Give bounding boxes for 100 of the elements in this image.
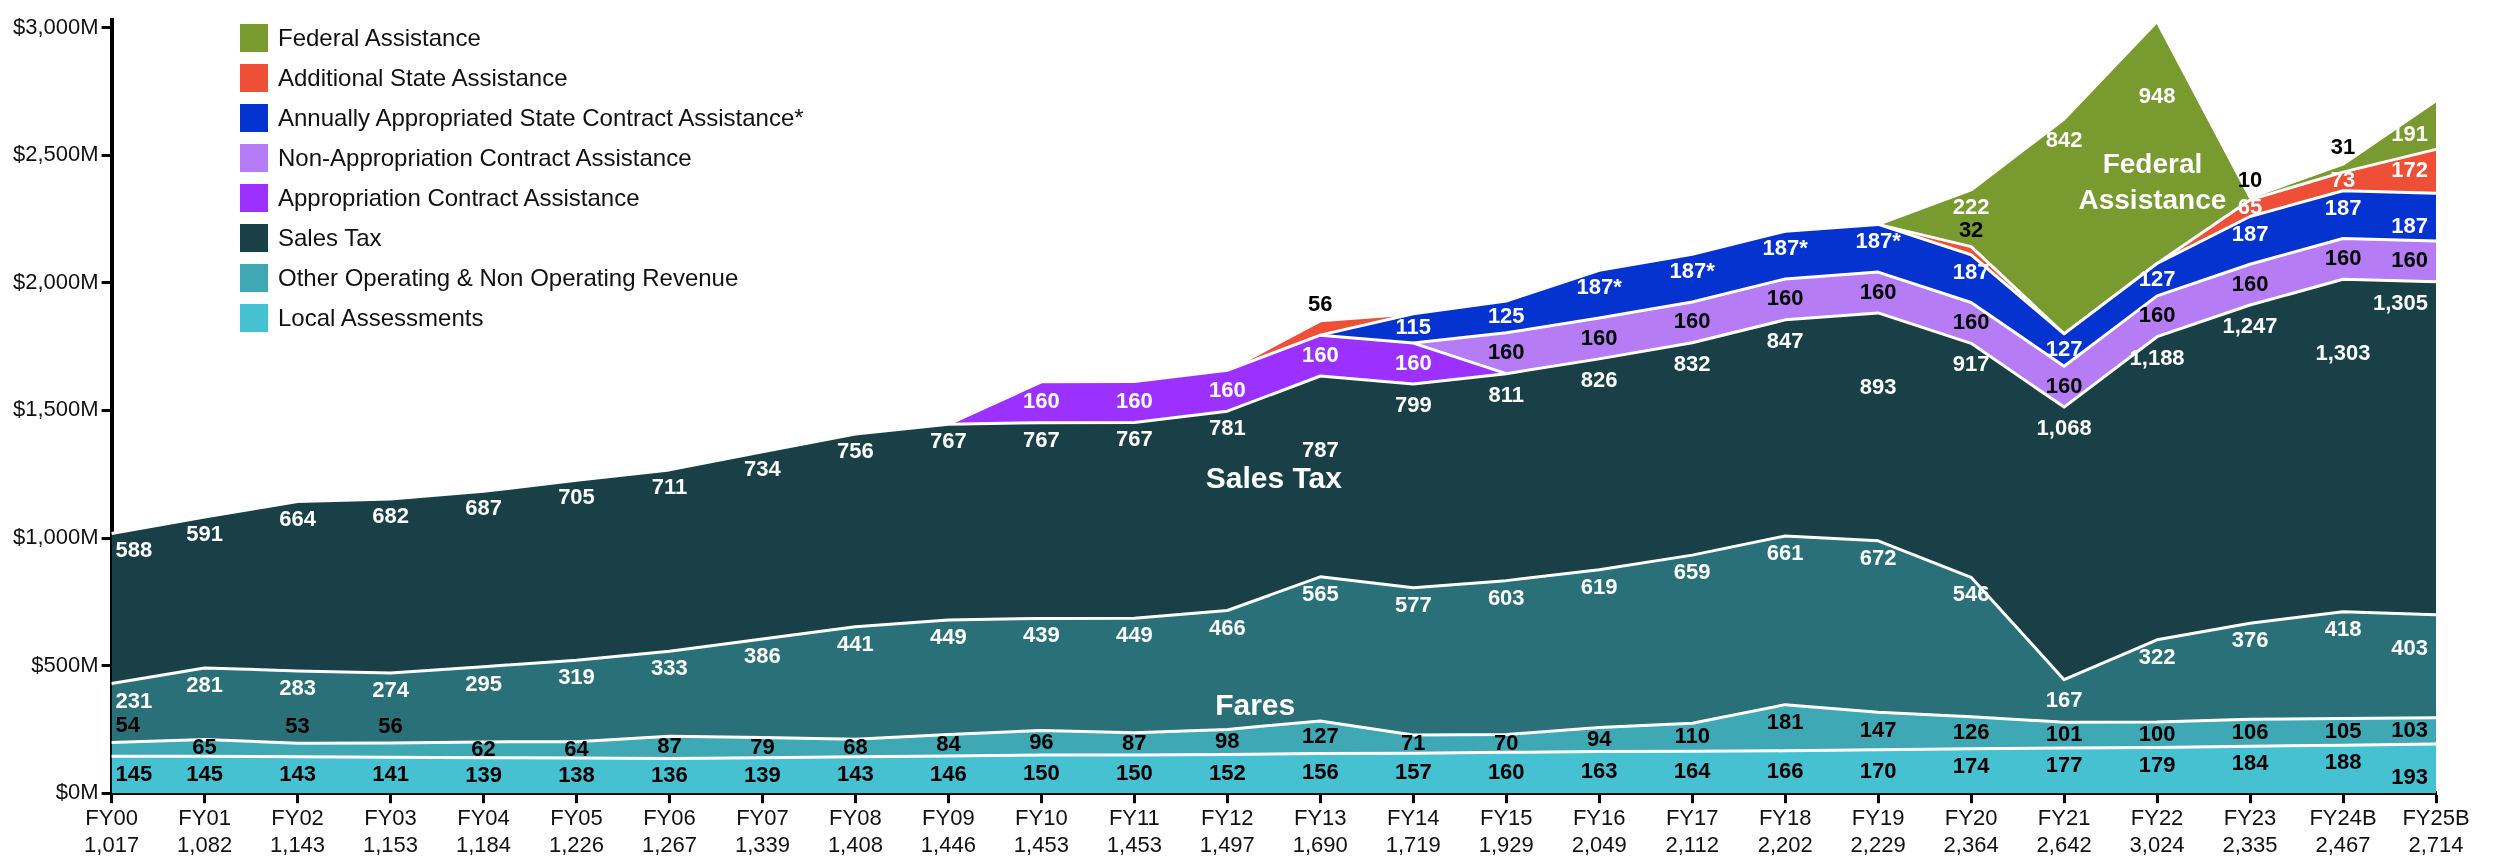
data-label: 143 xyxy=(279,761,316,787)
data-label: 274 xyxy=(372,677,410,703)
data-label: 127 xyxy=(1301,723,1339,749)
data-label: 177 xyxy=(2045,752,2083,778)
data-label: 333 xyxy=(651,655,688,681)
data-label: 231 xyxy=(115,687,153,713)
x-tick-label: FY08 1,408 xyxy=(827,805,883,857)
data-label: 281 xyxy=(186,671,223,697)
data-label: 164 xyxy=(1673,758,1712,784)
data-label: 115 xyxy=(1395,314,1432,340)
data-label: 105 xyxy=(2324,717,2362,743)
data-label: 1,305 xyxy=(2372,289,2428,315)
data-label: 705 xyxy=(558,484,595,510)
data-label: 101 xyxy=(2045,721,2083,747)
data-label: 170 xyxy=(1859,757,1897,783)
data-label: 65 xyxy=(192,733,217,759)
data-label: 68 xyxy=(843,734,868,760)
x-tick-label: FY12 1,497 xyxy=(1199,805,1255,857)
data-label: 376 xyxy=(2231,627,2269,653)
x-tick-label: FY23 2,335 xyxy=(2222,805,2278,857)
data-label: 682 xyxy=(372,503,409,529)
x-tick-label: FY10 1,453 xyxy=(1013,805,1069,857)
x-tick-label: FY04 1,184 xyxy=(455,805,512,857)
data-label: 160 xyxy=(1023,388,1060,414)
data-label: 826 xyxy=(1580,366,1618,392)
data-label: 187* xyxy=(1576,274,1623,300)
data-label: 672 xyxy=(1859,544,1897,570)
data-label: 150 xyxy=(1023,760,1060,786)
data-label: 386 xyxy=(744,643,781,669)
data-label: 70 xyxy=(1494,729,1519,755)
data-label: 53 xyxy=(285,713,310,739)
data-label: 160 xyxy=(1952,308,1990,334)
data-label: 322 xyxy=(2138,643,2176,669)
data-label: 126 xyxy=(1952,718,1990,744)
x-tick-label: FY14 1,719 xyxy=(1385,805,1441,857)
y-tick-label: $0M xyxy=(55,779,99,805)
data-label: 160 xyxy=(1115,388,1153,414)
x-tick-label: FY05 1,226 xyxy=(548,805,605,857)
x-tick-label: FY02 1,143 xyxy=(270,805,326,857)
x-tick-label: FY09 1,446 xyxy=(920,805,976,857)
x-tick-label: FY11 1,453 xyxy=(1106,805,1162,857)
data-label: 711 xyxy=(651,473,688,499)
data-label: 96 xyxy=(1029,728,1054,754)
data-label: 71 xyxy=(1401,730,1426,756)
x-tick-label: FY13 1,690 xyxy=(1292,805,1348,857)
data-label: 150 xyxy=(1115,760,1153,786)
data-label: 1,188 xyxy=(2129,344,2185,370)
data-label: 893 xyxy=(1859,374,1897,400)
x-tick-label: FY22 3,024 xyxy=(2129,805,2185,857)
data-label: 181 xyxy=(1766,708,1804,734)
x-tick-label: FY15 1,929 xyxy=(1478,805,1534,857)
data-label: 64 xyxy=(564,735,590,761)
data-label: 184 xyxy=(2231,750,2270,776)
data-label: 167 xyxy=(2045,687,2083,713)
data-label: 160 xyxy=(1487,758,1525,784)
data-label: 187 xyxy=(1952,258,1990,284)
data-label: 188 xyxy=(2324,749,2362,775)
data-label: 577 xyxy=(1394,591,1432,617)
data-label: 160 xyxy=(1673,308,1711,334)
data-label: 661 xyxy=(1766,540,1804,566)
data-label: 136 xyxy=(651,761,688,787)
legend-label: Annually Appropriated State Contract Assistance* xyxy=(278,104,804,132)
data-label: 283 xyxy=(279,675,316,701)
x-tick-label: FY01 1,082 xyxy=(177,805,233,857)
data-label: 1,303 xyxy=(2315,340,2371,366)
x-tick-label: FY06 1,267 xyxy=(641,805,697,857)
data-label: 187 xyxy=(2231,220,2269,246)
data-label: 591 xyxy=(186,521,223,547)
data-label: 103 xyxy=(2391,716,2428,742)
data-label: 145 xyxy=(115,760,153,786)
data-label: 767 xyxy=(930,428,967,454)
data-label: 79 xyxy=(750,733,775,759)
data-label: 1,247 xyxy=(2222,313,2278,339)
x-tick-label: FY16 2,049 xyxy=(1571,805,1627,857)
data-label: 847 xyxy=(1766,327,1804,353)
y-tick-label: $500M xyxy=(31,651,99,677)
data-label: 441 xyxy=(837,630,874,656)
data-label: 179 xyxy=(2138,751,2176,777)
data-label: 98 xyxy=(1215,727,1240,753)
data-label: 62 xyxy=(471,735,496,761)
data-label: 166 xyxy=(1766,758,1804,784)
data-label: 160 xyxy=(2231,270,2269,296)
data-label: 659 xyxy=(1673,559,1711,585)
data-label: 146 xyxy=(930,760,967,786)
legend-label: Federal Assistance xyxy=(278,24,481,52)
data-label: 449 xyxy=(1115,622,1153,648)
x-tick-label: FY20 2,364 xyxy=(1943,805,1999,857)
data-label: 787 xyxy=(1301,437,1339,463)
y-tick-label: $3,000M xyxy=(12,13,99,39)
y-tick-label: $2,500M xyxy=(12,141,99,167)
y-tick-label: $1,000M xyxy=(12,524,99,550)
data-label: 187 xyxy=(2391,213,2428,239)
data-label: 156 xyxy=(1301,759,1339,785)
data-label: 588 xyxy=(115,537,153,563)
data-label: 31 xyxy=(2330,134,2356,160)
data-label: 767 xyxy=(1023,426,1060,452)
x-tick-label: FY18 2,202 xyxy=(1757,805,1813,857)
legend-label: Non-Appropriation Contract Assistance xyxy=(278,144,692,172)
data-label: 832 xyxy=(1673,350,1711,376)
data-label: 87 xyxy=(1122,729,1147,755)
